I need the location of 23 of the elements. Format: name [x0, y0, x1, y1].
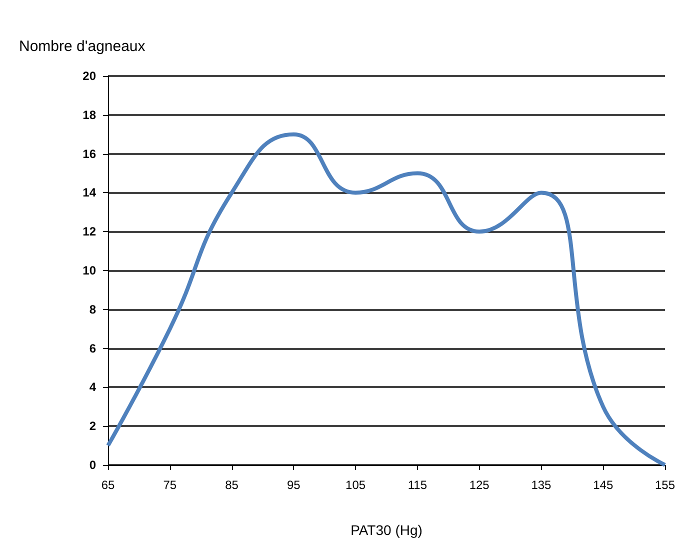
x-tick-label: 75: [163, 478, 177, 492]
y-tick-label: 12: [82, 224, 96, 239]
x-axis-title: PAT30 (Hg): [350, 522, 422, 538]
y-tick-label: 6: [89, 341, 96, 356]
y-tick-label: 18: [82, 108, 96, 122]
x-tick-label: 145: [593, 478, 614, 492]
y-tick-label: 10: [82, 264, 96, 278]
x-tick-label: 105: [346, 478, 366, 492]
y-tick-label: 0: [89, 458, 96, 472]
x-tick-label: 85: [225, 478, 239, 492]
x-tick-label: 125: [469, 478, 490, 492]
y-tick-label: 2: [89, 419, 96, 434]
y-tick-label: 14: [82, 186, 96, 200]
y-tick-label: 4: [89, 380, 96, 394]
x-tick-label: 95: [286, 478, 301, 492]
x-tick-label: 65: [101, 478, 115, 492]
y-tick-label: 16: [82, 146, 96, 161]
x-tick-label: 135: [531, 478, 552, 492]
y-axis-title: Nombre d'agneaux: [19, 38, 146, 55]
y-tick-label: 8: [89, 302, 96, 316]
x-tick-label: 115: [408, 478, 428, 492]
y-tick-label: 20: [82, 69, 96, 83]
x-tick-label: 155: [654, 478, 676, 492]
